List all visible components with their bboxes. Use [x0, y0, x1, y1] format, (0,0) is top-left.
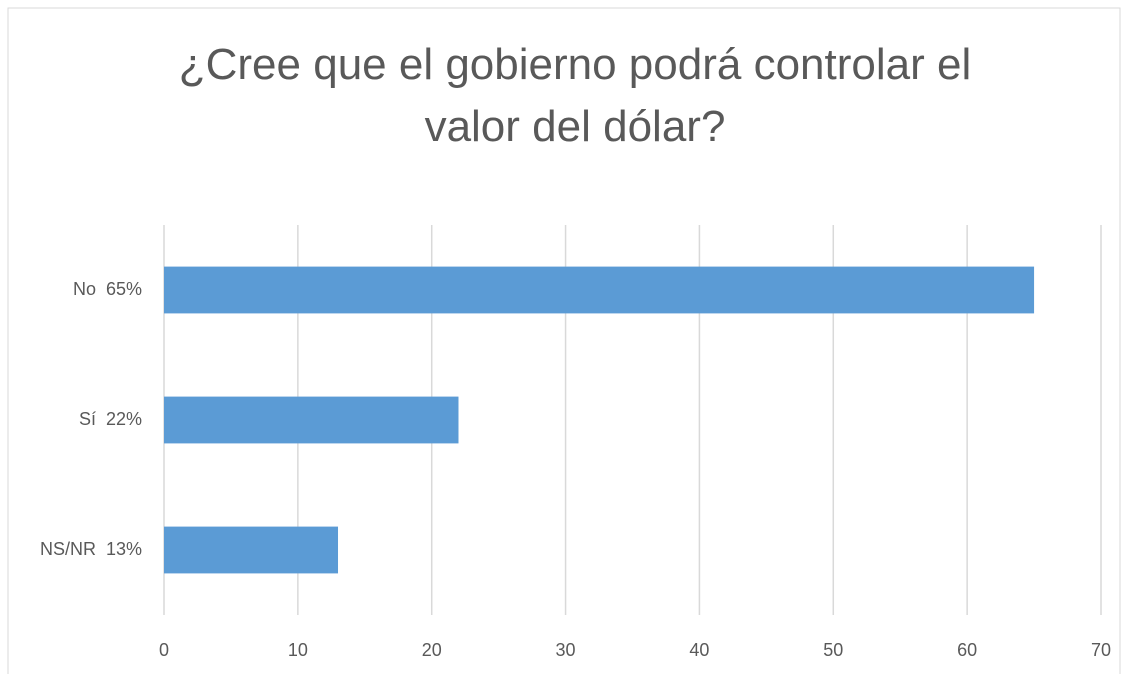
- y-tick-label: Sí 22%: [79, 409, 142, 429]
- x-tick-label: 20: [422, 640, 442, 660]
- x-tick-label: 60: [957, 640, 977, 660]
- x-tick-label: 40: [689, 640, 709, 660]
- y-tick-label: No 65%: [73, 279, 142, 299]
- bar: [164, 266, 1035, 314]
- bar: [164, 526, 339, 574]
- x-tick-label: 10: [288, 640, 308, 660]
- y-tick-label: NS/NR 13%: [40, 539, 142, 559]
- x-tick-label: 50: [823, 640, 843, 660]
- chart-frame: [7, 7, 1121, 674]
- x-tick-label: 0: [159, 640, 169, 660]
- bar: [164, 396, 459, 444]
- x-tick-label: 30: [556, 640, 576, 660]
- chart-title: ¿Cree que el gobierno podrá controlar el…: [178, 40, 972, 151]
- x-tick-label: 70: [1091, 640, 1111, 660]
